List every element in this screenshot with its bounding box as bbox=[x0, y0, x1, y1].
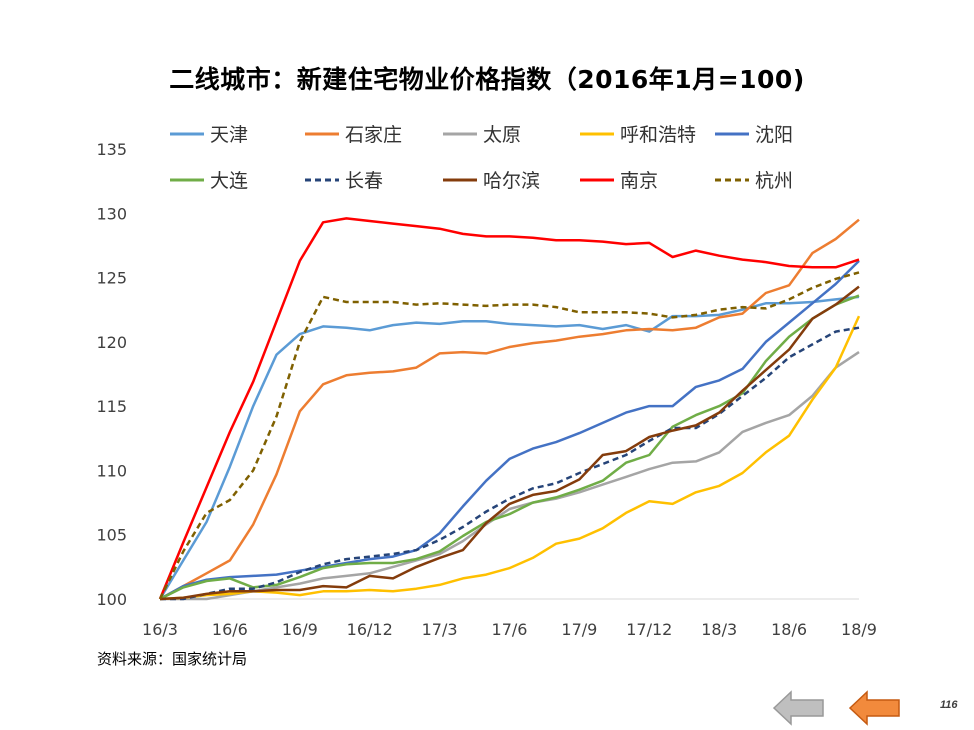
series-line bbox=[158, 295, 860, 600]
series-line bbox=[159, 260, 860, 601]
source-note: 资料来源：国家统计局 bbox=[97, 650, 248, 668]
x-tick-label: 16/6 bbox=[212, 620, 248, 639]
x-tick-label: 17/12 bbox=[626, 620, 672, 639]
prev-page-button[interactable] bbox=[772, 690, 827, 726]
legend-label: 天津 bbox=[210, 124, 248, 146]
series-line bbox=[158, 271, 860, 600]
legend-label: 南京 bbox=[620, 170, 658, 192]
legend-item: 天津 bbox=[170, 124, 248, 146]
series-line bbox=[159, 218, 860, 601]
y-tick-label: 105 bbox=[96, 526, 127, 545]
series-line bbox=[160, 351, 860, 601]
legend-item: 哈尔滨 bbox=[443, 170, 540, 192]
legend-item: 杭州 bbox=[715, 170, 793, 192]
legend-item: 大连 bbox=[170, 170, 248, 192]
legend-label: 杭州 bbox=[755, 170, 793, 192]
series-lines bbox=[158, 217, 861, 601]
y-tick-label: 130 bbox=[96, 204, 127, 223]
legend-item: 沈阳 bbox=[715, 124, 793, 146]
series-line bbox=[159, 285, 860, 601]
page-number: 116 bbox=[940, 699, 958, 711]
legend-label: 大连 bbox=[210, 170, 248, 192]
series-line bbox=[159, 294, 860, 601]
y-tick-label: 110 bbox=[96, 461, 127, 480]
legend-label: 石家庄 bbox=[345, 124, 402, 146]
chart-title: 二线城市：新建住宅物业价格指数（2016年1月=100) bbox=[169, 65, 805, 94]
x-tick-label: 17/3 bbox=[422, 620, 458, 639]
x-tick-label: 16/9 bbox=[282, 620, 318, 639]
x-tick-label: 18/9 bbox=[841, 620, 877, 639]
x-tick-label: 17/9 bbox=[561, 620, 597, 639]
x-tick-label: 18/3 bbox=[701, 620, 737, 639]
y-tick-label: 125 bbox=[96, 269, 127, 288]
x-tick-label: 16/12 bbox=[347, 620, 393, 639]
legend-label: 哈尔滨 bbox=[483, 170, 540, 192]
next-page-button[interactable] bbox=[848, 690, 903, 726]
legend-item: 太原 bbox=[443, 124, 521, 146]
x-tick-label: 18/6 bbox=[771, 620, 807, 639]
series-line bbox=[159, 315, 861, 601]
y-tick-label: 120 bbox=[96, 333, 127, 352]
y-tick-label: 135 bbox=[96, 140, 127, 159]
legend-label: 长春 bbox=[345, 170, 383, 192]
legend-label: 呼和浩特 bbox=[620, 124, 696, 146]
x-tick-label: 17/6 bbox=[492, 620, 528, 639]
legend-label: 沈阳 bbox=[755, 124, 793, 146]
series-line bbox=[158, 217, 860, 600]
legend-item: 南京 bbox=[580, 170, 658, 192]
legend-label: 太原 bbox=[483, 124, 521, 146]
x-axis-ticks: 16/3 16/6 16/9 16/12 17/3 17/6 17/9 17/12 18/3 18… bbox=[142, 620, 877, 639]
legend-item: 长春 bbox=[305, 170, 383, 192]
x-tick-label: 16/3 bbox=[142, 620, 178, 639]
y-tick-label: 115 bbox=[96, 397, 127, 416]
left-arrow-icon bbox=[848, 690, 900, 726]
y-tick-label: 100 bbox=[96, 590, 127, 609]
y-axis-ticks: 100 105 110 115 120 125 130 135 bbox=[96, 140, 127, 609]
left-arrow-icon bbox=[772, 690, 824, 726]
legend-item: 呼和浩特 bbox=[580, 124, 696, 146]
legend-item: 石家庄 bbox=[305, 124, 402, 146]
